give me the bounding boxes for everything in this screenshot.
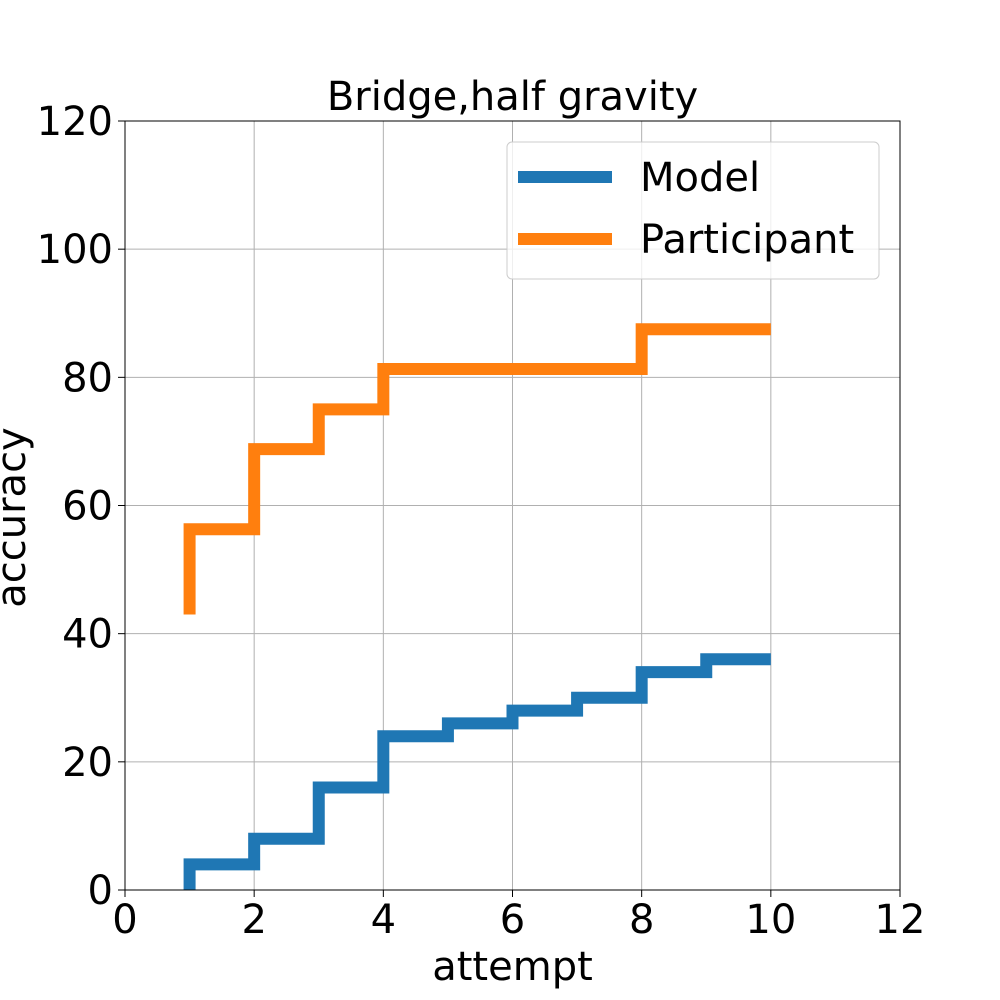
x-tick-label: 12 — [875, 897, 926, 943]
series-line-model — [183, 653, 771, 890]
x-tick-label: 0 — [112, 897, 137, 943]
y-tick-label: 80 — [62, 355, 113, 401]
legend-label: Participant — [640, 217, 854, 263]
series-line-participant — [183, 323, 771, 615]
y-tick-label: 120 — [37, 99, 113, 145]
y-tick-label: 60 — [62, 484, 113, 530]
legend-label: Model — [640, 155, 760, 201]
x-tick-label: 2 — [241, 897, 266, 943]
chart-title: Bridge,half gravity — [327, 74, 698, 120]
x-tick-label: 8 — [629, 897, 654, 943]
legend: Model Participant — [506, 141, 880, 280]
x-tick-label: 6 — [500, 897, 525, 943]
y-tick-label: 100 — [37, 227, 113, 273]
series-layer — [183, 323, 771, 890]
x-tick-label: 4 — [371, 897, 396, 943]
y-axis-title: accuracy — [0, 427, 35, 607]
y-tick-label: 0 — [88, 868, 113, 914]
y-tick-label: 40 — [62, 612, 113, 658]
x-tick-label: 10 — [745, 897, 796, 943]
y-tick-label: 20 — [62, 740, 113, 786]
x-axis-title: attempt — [432, 944, 593, 990]
